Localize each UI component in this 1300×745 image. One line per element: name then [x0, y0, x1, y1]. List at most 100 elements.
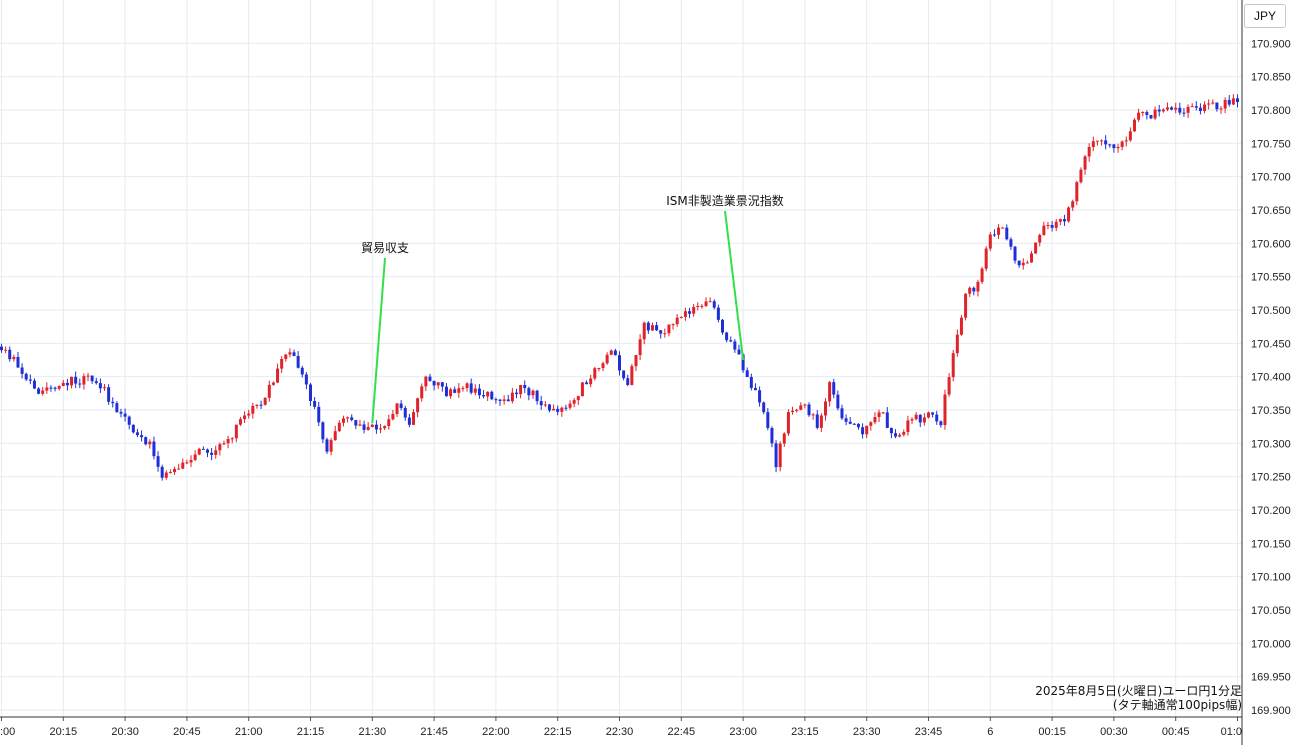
candle-body: [725, 332, 729, 341]
candle-body: [539, 401, 543, 406]
candle-body: [160, 466, 164, 478]
y-tick-label: 170.800: [1251, 105, 1291, 117]
candle-body: [951, 353, 955, 378]
candle-body: [226, 438, 230, 444]
candle-body: [135, 432, 139, 436]
candle-body: [193, 454, 197, 460]
candle-body: [1149, 115, 1153, 119]
candle-body: [535, 390, 539, 402]
candle-body: [86, 375, 90, 377]
y-tick-label: 170.200: [1251, 505, 1291, 517]
y-tick-label: 170.750: [1251, 138, 1291, 150]
candle-body: [111, 401, 115, 404]
candle-body: [53, 387, 57, 389]
candle-body: [16, 356, 20, 368]
candle-body: [564, 407, 568, 409]
candle-body: [667, 324, 671, 334]
candle-body: [836, 394, 840, 409]
candle-body: [630, 366, 634, 385]
candle-body: [877, 412, 881, 418]
candle-body: [547, 404, 551, 411]
candle-body: [12, 356, 16, 360]
candle-body: [786, 412, 790, 434]
candle-body: [865, 425, 869, 435]
candle-body: [173, 468, 177, 473]
candle-body: [939, 421, 943, 426]
candle-body: [1104, 140, 1108, 145]
candle-body: [57, 385, 61, 389]
candle-body: [1161, 109, 1165, 112]
y-tick-label: 170.150: [1251, 538, 1291, 550]
candle-body: [90, 375, 94, 382]
candle-body: [119, 412, 123, 414]
candle-body: [931, 412, 935, 415]
candle-body: [774, 443, 778, 468]
candle-body: [341, 418, 345, 423]
candle-body: [238, 419, 242, 425]
candle-body: [1219, 108, 1223, 110]
candle-body: [1182, 112, 1186, 114]
candle-body: [263, 397, 267, 405]
candle-body: [321, 422, 325, 440]
candle-body: [424, 376, 428, 387]
candle-body: [605, 354, 609, 364]
candle-body: [444, 386, 448, 397]
candle-body: [288, 352, 292, 355]
candle-body: [477, 388, 481, 396]
candle-body: [37, 388, 41, 394]
candle-body: [1194, 106, 1198, 108]
candle-body: [840, 408, 844, 419]
candle-body: [997, 227, 1001, 235]
y-tick-label: 170.550: [1251, 272, 1291, 284]
candle-body: [1100, 140, 1104, 142]
candle-body: [309, 384, 312, 401]
candle-body: [856, 423, 860, 428]
candle-body: [683, 311, 687, 317]
candle-body: [980, 268, 984, 282]
annotation-label: ISM非製造業景況指数: [666, 193, 784, 208]
candle-body: [420, 386, 424, 399]
candle-body: [1190, 106, 1194, 108]
candle-body: [1013, 246, 1017, 261]
candle-body: [45, 387, 49, 391]
annotation-layer: 貿易収支 ISM非製造業景況指数: [361, 193, 784, 424]
candle-body: [852, 423, 856, 425]
candle-body: [416, 398, 420, 413]
candle-body: [395, 403, 399, 414]
candle-body: [832, 382, 836, 395]
candle-body: [498, 399, 502, 401]
candle-body: [943, 394, 947, 426]
x-tick-label: 20:45: [173, 726, 201, 738]
candle-body: [1133, 119, 1136, 132]
y-tick-label: 170.300: [1251, 438, 1291, 450]
candle-body: [576, 396, 580, 401]
candle-body: [1236, 98, 1239, 103]
candle-body: [663, 333, 667, 335]
candle-body: [28, 379, 32, 381]
candle-body: [115, 403, 119, 413]
x-tick-label: 22:30: [606, 726, 634, 738]
candle-body: [650, 325, 654, 331]
candle-body: [251, 405, 255, 414]
candle-body: [74, 376, 78, 384]
candle-body: [177, 468, 181, 470]
candle-body: [168, 472, 172, 474]
candle-body: [964, 293, 968, 318]
candle-body: [655, 325, 659, 331]
candle-body: [234, 424, 238, 439]
candle-body: [284, 354, 288, 359]
candle-body: [1207, 103, 1211, 105]
candle-body: [1009, 239, 1013, 247]
candle-body: [988, 234, 992, 249]
candle-body: [317, 406, 321, 423]
candle-body: [243, 415, 247, 420]
y-tick-label: 170.900: [1251, 38, 1291, 50]
candle-body: [156, 456, 160, 467]
candle-body: [473, 388, 477, 393]
candle-body: [1215, 102, 1219, 110]
candle-body: [1211, 102, 1215, 104]
candle-body: [638, 339, 642, 356]
candle-body: [292, 352, 296, 356]
candle-body: [778, 443, 782, 468]
candle-body: [811, 414, 815, 416]
